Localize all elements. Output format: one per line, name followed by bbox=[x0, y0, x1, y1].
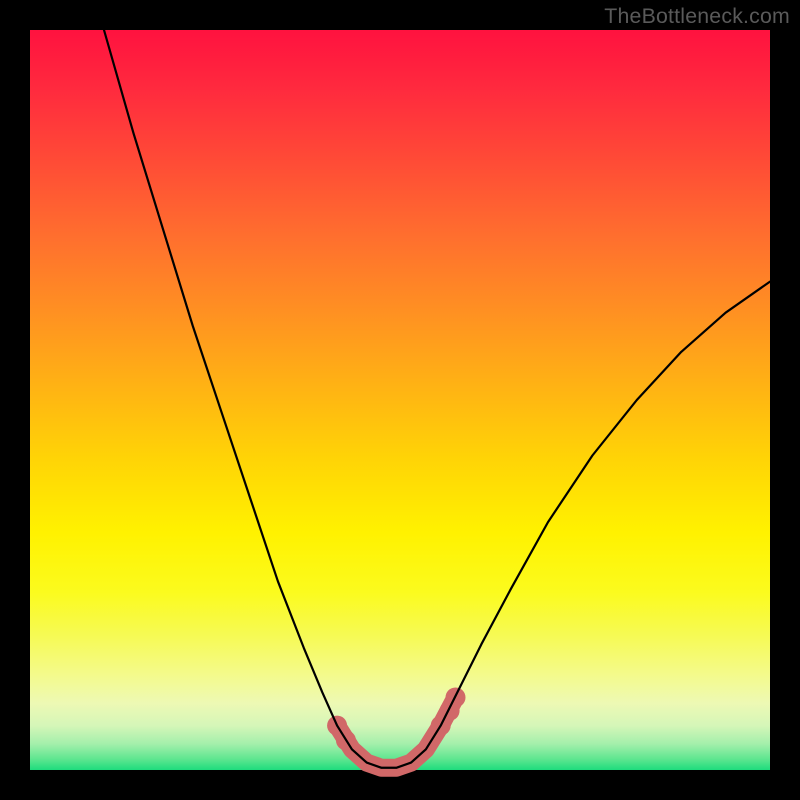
bottleneck-curve-chart bbox=[0, 0, 800, 800]
chart-plot-area bbox=[30, 30, 770, 770]
chart-stage: TheBottleneck.com bbox=[0, 0, 800, 800]
